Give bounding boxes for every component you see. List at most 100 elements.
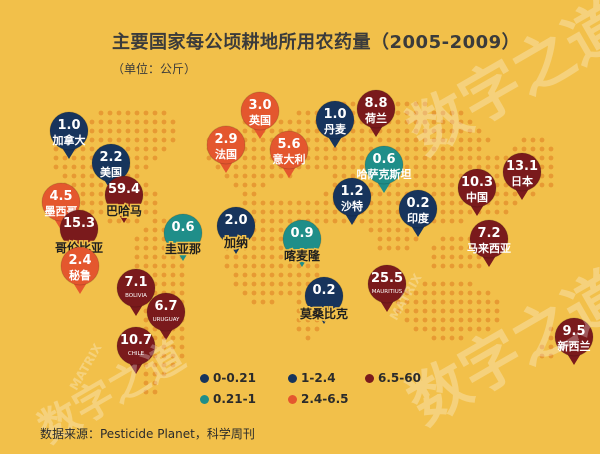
country-label: 沙特	[341, 199, 363, 213]
map-dot	[170, 362, 176, 368]
legend-label: 6.5-60	[378, 371, 421, 385]
map-dot	[170, 254, 176, 260]
country-label: 巴哈马	[106, 203, 142, 218]
map-dot	[404, 119, 410, 125]
map-dot	[521, 137, 527, 143]
map-dot	[278, 128, 284, 134]
map-dot	[404, 317, 410, 323]
map-dot	[440, 146, 446, 152]
map-dot	[305, 209, 311, 215]
map-dot	[503, 209, 509, 215]
chart-title: 主要国家每公顷耕地所用农药量（2005-2009）	[112, 32, 521, 53]
map-dot	[107, 119, 113, 125]
map-dot	[143, 227, 149, 233]
map-dot	[449, 281, 455, 287]
map-dot	[269, 209, 275, 215]
map-dot	[251, 263, 257, 269]
pin-value-label: 13.1	[506, 159, 538, 174]
pin-country-label: MAURITIUS	[372, 289, 403, 295]
pin-value-label: 8.8	[364, 96, 387, 111]
map-dot	[152, 236, 158, 242]
map-dot	[143, 155, 149, 161]
map-dot	[170, 137, 176, 143]
map-dot	[422, 155, 428, 161]
map-dot	[431, 308, 437, 314]
map-dot	[359, 173, 365, 179]
map-dot	[134, 164, 140, 170]
map-dot	[179, 344, 185, 350]
map-dot	[143, 254, 149, 260]
map-dot	[440, 128, 446, 134]
map-dot	[422, 110, 428, 116]
map-dot	[125, 146, 131, 152]
map-dot	[359, 128, 365, 134]
map-dot	[440, 119, 446, 125]
map-dot	[314, 200, 320, 206]
map-dot	[422, 119, 428, 125]
map-dot	[170, 353, 176, 359]
map-dot	[359, 155, 365, 161]
map-pin: 2.0 加纳	[216, 206, 256, 254]
map-dot	[512, 200, 518, 206]
map-dot	[62, 164, 68, 170]
map-dot	[314, 317, 320, 323]
map-dot	[458, 263, 464, 269]
map-dot	[395, 137, 401, 143]
map-dot	[431, 119, 437, 125]
map-dot	[341, 218, 347, 224]
map-dot	[539, 353, 545, 359]
map-dot	[467, 308, 473, 314]
legend-label: 0.21-1	[213, 392, 256, 406]
country-label: 秘鲁	[69, 268, 91, 282]
pin-value-label: 0.9	[290, 226, 313, 241]
map-dot	[548, 326, 554, 332]
map-dot	[170, 281, 176, 287]
map-dot	[125, 119, 131, 125]
map-dot	[485, 290, 491, 296]
map-dot	[548, 155, 554, 161]
map-dot	[62, 173, 68, 179]
map-dot	[494, 164, 500, 170]
map-dot	[503, 200, 509, 206]
map-dot	[440, 254, 446, 260]
map-dot	[152, 353, 158, 359]
map-pin: 7.1 BOLIVIA	[116, 268, 156, 316]
map-dot	[530, 137, 536, 143]
map-dot	[134, 236, 140, 242]
map-dot	[269, 227, 275, 233]
map-dot	[305, 317, 311, 323]
map-dot	[431, 290, 437, 296]
map-dot	[296, 308, 302, 314]
pin-value-label: 7.2	[477, 226, 500, 241]
map-dot	[386, 227, 392, 233]
map-dot	[539, 164, 545, 170]
map-dot	[107, 137, 113, 143]
map-pin: 6.7 URUGUAY	[146, 292, 186, 340]
map-dot	[341, 137, 347, 143]
map-dot	[242, 272, 248, 278]
map-dot	[476, 164, 482, 170]
map-dot	[125, 128, 131, 134]
map-dot	[134, 263, 140, 269]
map-dot	[440, 290, 446, 296]
pin-value-label: 4.5	[49, 189, 72, 204]
map-dot	[440, 182, 446, 188]
map-dot	[260, 218, 266, 224]
map-dot	[260, 182, 266, 188]
map-dot	[377, 245, 383, 251]
map-dot	[242, 281, 248, 287]
map-pin: 8.8荷兰	[356, 89, 396, 137]
map-dot	[269, 218, 275, 224]
map-dot	[242, 245, 248, 251]
pin-value-label: 0.6	[171, 220, 194, 235]
map-dot	[314, 209, 320, 215]
map-pin: 0.2 莫桑比克	[298, 276, 350, 324]
pin-marker	[315, 100, 355, 140]
map-dot	[413, 146, 419, 152]
map-dot	[260, 245, 266, 251]
map-dot	[359, 218, 365, 224]
map-dot	[314, 146, 320, 152]
map-dot	[548, 353, 554, 359]
map-dot	[467, 281, 473, 287]
map-dot	[260, 164, 266, 170]
